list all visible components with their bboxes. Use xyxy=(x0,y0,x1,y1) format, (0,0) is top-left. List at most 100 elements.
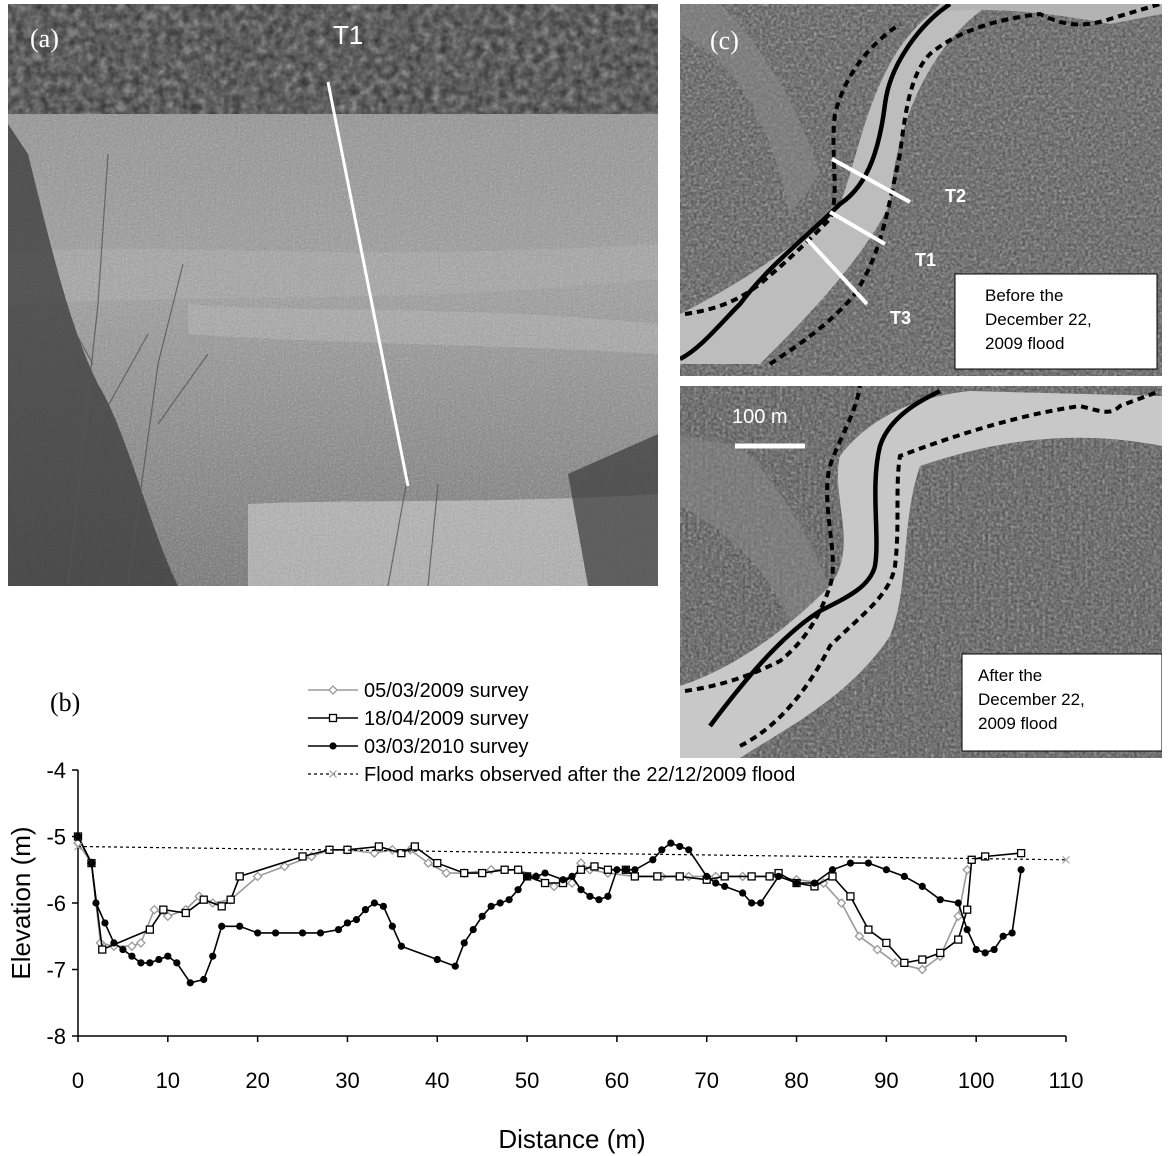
data-point xyxy=(145,925,155,934)
map-after-caption-line: 2009 flood xyxy=(978,714,1058,733)
data-point xyxy=(405,844,416,855)
data-point xyxy=(486,864,497,875)
data-point xyxy=(963,905,972,914)
data-point xyxy=(194,891,205,902)
data-point xyxy=(513,865,523,874)
data-point xyxy=(676,842,684,851)
data-point xyxy=(410,842,419,851)
legend-marker xyxy=(329,742,337,750)
data-point xyxy=(164,952,172,960)
data-point xyxy=(828,866,837,874)
data-point xyxy=(737,871,748,882)
data-point xyxy=(236,922,244,930)
data-point xyxy=(532,872,540,881)
legend-entry: 05/03/2009 survey xyxy=(308,680,529,702)
data-point xyxy=(387,844,398,855)
data-point xyxy=(962,864,973,875)
data-point xyxy=(748,899,756,907)
data-point xyxy=(200,975,208,984)
data-point xyxy=(900,958,909,967)
data-point xyxy=(531,871,541,882)
data-point xyxy=(621,865,631,874)
data-point xyxy=(747,872,756,881)
data-point xyxy=(146,959,154,967)
map-scale-bar-label: 100 m xyxy=(732,406,788,428)
data-point xyxy=(792,878,801,888)
data-point xyxy=(685,846,693,854)
data-point xyxy=(379,902,387,910)
data-point xyxy=(630,872,640,881)
data-point xyxy=(954,899,962,907)
legend-entry: 18/04/2009 survey xyxy=(308,708,529,730)
legend-entry: 03/03/2010 survey xyxy=(308,736,529,758)
data-point xyxy=(459,868,470,878)
data-point xyxy=(522,872,532,881)
chart-panel-label: (b) xyxy=(50,688,81,717)
data-point xyxy=(523,872,531,881)
legend-label: 03/03/2010 survey xyxy=(364,736,529,758)
data-point xyxy=(836,898,847,908)
data-point xyxy=(954,935,963,944)
data-point xyxy=(109,941,119,952)
data-point xyxy=(199,895,208,904)
map-transect-label-t3: T3 xyxy=(890,308,912,328)
data-point xyxy=(478,868,487,878)
data-point xyxy=(791,874,802,885)
data-point xyxy=(936,948,945,958)
data-point xyxy=(963,926,971,934)
series-0 xyxy=(73,838,973,975)
data-point xyxy=(217,902,226,911)
data-point xyxy=(764,871,775,882)
map-after-panel: 100 m After the December 22, 2009 flood xyxy=(680,386,1162,758)
data-point xyxy=(683,871,694,882)
data-point xyxy=(451,962,459,970)
data-point xyxy=(397,942,405,950)
data-point xyxy=(226,895,235,904)
data-point xyxy=(656,871,667,882)
data-point xyxy=(757,899,765,907)
photo-image xyxy=(8,4,658,586)
y-tick-label: -6 xyxy=(46,891,66,916)
data-point xyxy=(622,866,630,874)
data-point xyxy=(999,932,1007,940)
data-point xyxy=(882,866,890,874)
data-point xyxy=(343,845,352,854)
x-tick-label: 100 xyxy=(958,1068,995,1093)
map-before-caption-line: Before the xyxy=(985,286,1064,305)
data-point xyxy=(595,896,603,904)
data-point xyxy=(218,922,226,930)
data-point xyxy=(818,878,829,888)
data-point xyxy=(981,852,990,861)
y-axis-title: Elevation (m) xyxy=(6,826,36,979)
data-point xyxy=(667,839,675,847)
x-tick-label: 90 xyxy=(874,1068,898,1093)
data-point xyxy=(1062,855,1070,864)
data-point xyxy=(361,906,370,914)
legend-label: 05/03/2009 survey xyxy=(364,680,529,702)
y-tick-label: -4 xyxy=(46,758,66,783)
data-point xyxy=(235,872,244,881)
data-point xyxy=(119,945,127,954)
legend-marker xyxy=(328,685,338,695)
data-point xyxy=(603,868,613,878)
x-tick-label: 80 xyxy=(784,1068,808,1093)
data-point xyxy=(433,858,442,868)
data-point xyxy=(496,899,504,907)
map-transect-label-t2: T2 xyxy=(945,186,967,206)
map-after-image xyxy=(680,386,1162,758)
map-before-image xyxy=(680,4,1162,376)
data-point xyxy=(967,855,976,864)
data-point xyxy=(180,904,191,915)
data-point xyxy=(306,851,317,862)
data-point xyxy=(173,959,181,967)
legend-marker xyxy=(328,713,338,723)
data-point xyxy=(629,871,640,882)
x-tick-label: 50 xyxy=(515,1068,539,1093)
data-point xyxy=(828,872,837,881)
data-point xyxy=(162,911,173,922)
data-point xyxy=(137,959,145,967)
data-point xyxy=(252,871,263,882)
map-before-caption-line: 2009 flood xyxy=(985,334,1065,353)
photo-transect-label: T1 xyxy=(333,20,364,50)
series-line xyxy=(77,836,1022,964)
